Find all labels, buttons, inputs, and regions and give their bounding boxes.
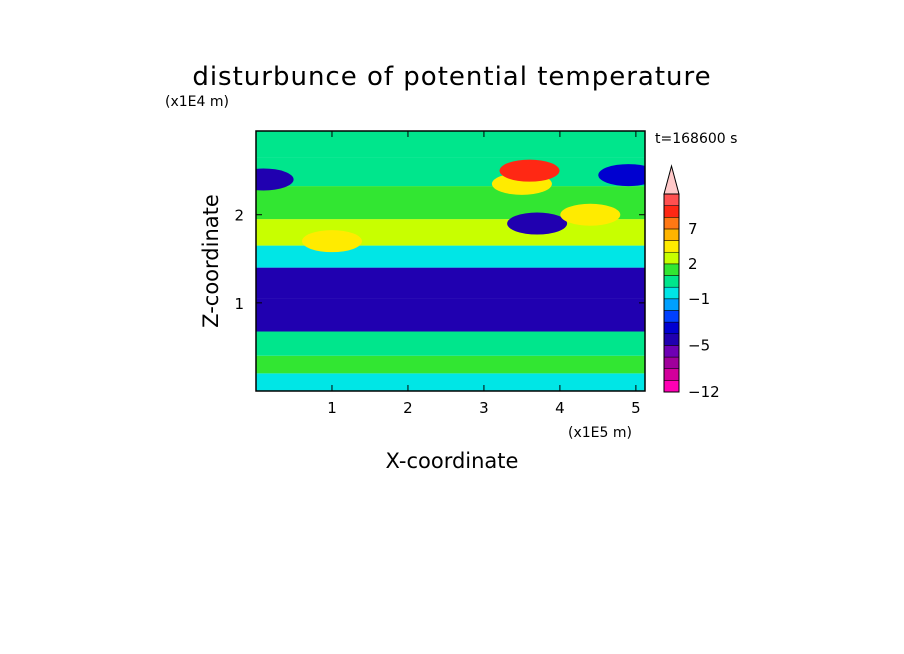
colorbar-swatch bbox=[663, 286, 680, 300]
colorbar-swatch bbox=[663, 345, 680, 358]
colorbar-swatch bbox=[663, 228, 680, 241]
colorbar-swatch bbox=[663, 321, 680, 335]
x-tick-label: 2 bbox=[403, 399, 413, 417]
contour-anomaly bbox=[507, 212, 568, 235]
contour-band bbox=[256, 267, 645, 299]
colorbar-swatch bbox=[663, 380, 680, 393]
x-tick-label: 4 bbox=[555, 399, 565, 417]
colorbar-swatch bbox=[663, 240, 680, 253]
contour-band bbox=[256, 355, 645, 374]
colorbar-swatch bbox=[663, 333, 680, 346]
colorbar-swatch bbox=[663, 263, 680, 276]
x-tick-label: 5 bbox=[631, 399, 641, 417]
colorbar-tick-label: −12 bbox=[688, 383, 720, 401]
contour-anomaly bbox=[256, 168, 294, 191]
x-axis-ticks: 1 2 3 4 5 bbox=[327, 131, 641, 417]
contour-anomaly bbox=[499, 159, 560, 182]
plot-frame bbox=[255, 130, 646, 392]
contour-band bbox=[256, 245, 645, 268]
contour-band bbox=[256, 131, 645, 158]
colorbar-extend-cap bbox=[663, 164, 680, 195]
contour-anomaly bbox=[301, 230, 362, 253]
contour-features bbox=[256, 159, 645, 253]
contour-band bbox=[256, 298, 645, 332]
contour-bands bbox=[256, 131, 645, 391]
colorbar-swatch bbox=[663, 310, 680, 323]
colorbar-tick-label: 7 bbox=[688, 220, 698, 238]
contour-band bbox=[256, 157, 645, 187]
colorbar: −12−5−127 bbox=[663, 164, 720, 401]
y-axis-ticks: 12 bbox=[234, 207, 645, 313]
contour-anomaly bbox=[560, 203, 621, 226]
colorbar-tick-label: −1 bbox=[688, 290, 710, 308]
contour-plot bbox=[256, 131, 645, 391]
colorbar-tick-label: 2 bbox=[688, 255, 698, 273]
colorbar-frame bbox=[663, 193, 680, 393]
colorbar-swatch bbox=[663, 275, 680, 288]
colorbar-swatch bbox=[663, 298, 680, 311]
contour-band bbox=[256, 331, 645, 356]
time-label: t=168600 s bbox=[655, 131, 737, 147]
colorbar-swatch bbox=[663, 368, 680, 381]
colorbar-tick-label: −5 bbox=[688, 336, 710, 354]
y-axis-label: Z-coordinate bbox=[199, 194, 223, 328]
colorbar-swatch bbox=[663, 205, 680, 218]
colorbar-swatch bbox=[663, 217, 680, 230]
y-tick-label: 2 bbox=[234, 207, 244, 225]
x-tick-label: 1 bbox=[327, 399, 337, 417]
x-axis-label: X-coordinate bbox=[386, 449, 519, 473]
colorbar-swatch bbox=[663, 193, 680, 206]
chart-title: disturbunce of potential temperature bbox=[192, 62, 711, 92]
colorbar-swatch bbox=[663, 251, 680, 265]
contour-anomaly bbox=[598, 164, 645, 187]
y-unit-label: (x1E4 m) bbox=[165, 94, 229, 110]
contour-band bbox=[256, 373, 645, 391]
y-tick-label: 1 bbox=[234, 295, 244, 313]
x-tick-label: 3 bbox=[479, 399, 489, 417]
x-unit-label: (x1E5 m) bbox=[568, 425, 632, 441]
colorbar-swatch bbox=[663, 356, 680, 369]
